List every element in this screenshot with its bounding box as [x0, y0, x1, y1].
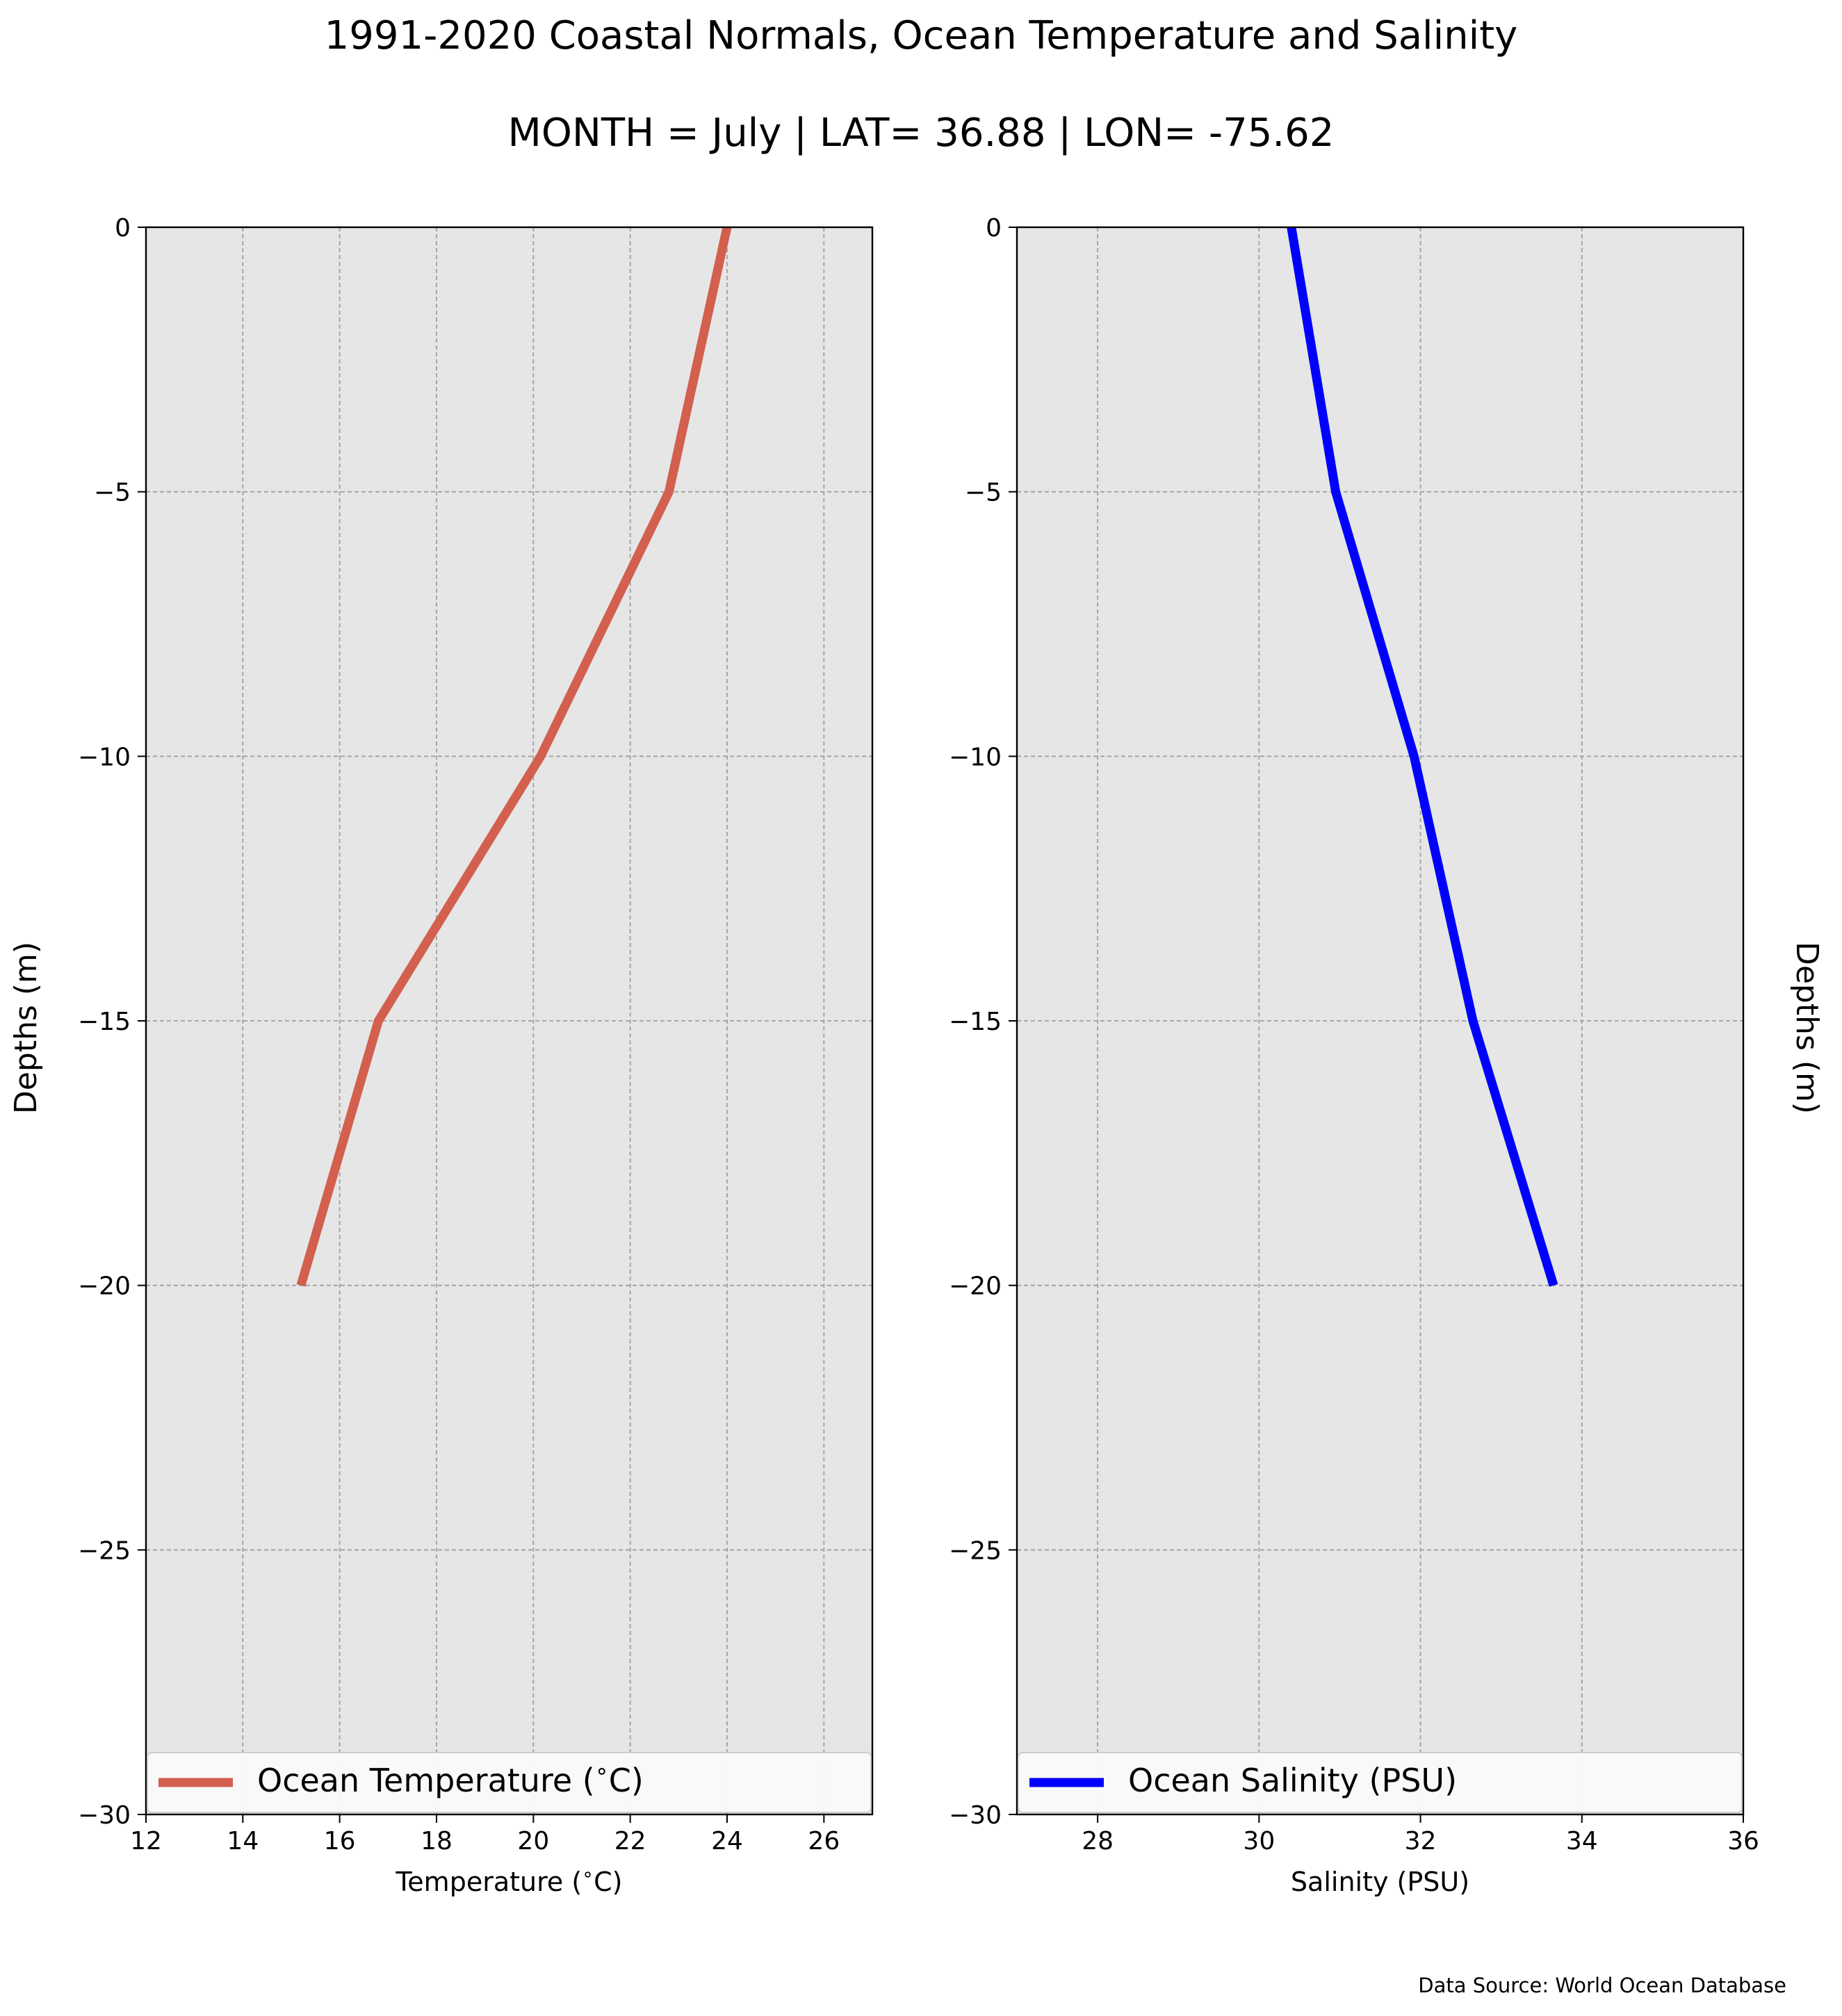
y-tick-label: 0 — [986, 214, 1002, 243]
salinity-chart: 28 30 32 34 36 0 −5 −10 −15 −20 −25 −30 Ocean Salini… — [949, 214, 1825, 1897]
x-tick-label: 28 — [1082, 1827, 1114, 1855]
y-tick-label: −25 — [78, 1536, 131, 1565]
x-axis-label: Salinity (PSU) — [1291, 1867, 1469, 1897]
y-tick-label: −30 — [949, 1801, 1002, 1830]
legend-box — [1018, 1752, 1743, 1813]
series-line — [296, 226, 732, 1287]
x-tick-label: 22 — [614, 1827, 646, 1855]
x-tick-label: 14 — [227, 1827, 259, 1855]
y-tick-label: −10 — [949, 743, 1002, 771]
x-tick-label: 20 — [517, 1827, 549, 1855]
x-axis-label: Temperature (∘C) — [396, 1864, 623, 1898]
x-tick-label: 34 — [1566, 1827, 1598, 1855]
y-axis-label: Depths (m) — [8, 942, 44, 1114]
legend: Ocean Salinity (PSU) — [1018, 1752, 1743, 1813]
y-tick-label: −30 — [78, 1801, 131, 1830]
y-tick-label: −10 — [78, 743, 131, 771]
y-tick-label: −20 — [949, 1272, 1002, 1301]
figure-title: 1991-2020 Coastal Normals, Ocean Tempera… — [325, 13, 1518, 58]
y-axis-label: Depths (m) — [1789, 942, 1825, 1114]
x-tick-label: 16 — [324, 1827, 356, 1855]
data-source-note: Data Source: World Ocean Database — [1418, 1974, 1786, 1997]
axes-frame — [145, 226, 874, 1816]
y-tick-label: −15 — [949, 1008, 1002, 1036]
y-tick-label: −5 — [94, 479, 131, 507]
y-tick-label: 0 — [115, 214, 131, 243]
axes-frame — [1016, 226, 1745, 1816]
x-tick-label: 24 — [711, 1827, 743, 1855]
legend-label: Ocean Temperature (∘C) — [257, 1757, 644, 1799]
legend-label: Ocean Salinity (PSU) — [1128, 1762, 1457, 1799]
x-tick-label: 12 — [130, 1827, 162, 1855]
legend: Ocean Temperature (∘C) — [147, 1752, 872, 1813]
x-tick-label: 30 — [1243, 1827, 1275, 1855]
x-tick-label: 36 — [1727, 1827, 1759, 1855]
temperature-chart: 12 14 16 18 20 22 24 26 0 −5 −10 −15 −20 −25 −30 Ocean … — [8, 214, 874, 1898]
y-tick-label: −15 — [78, 1008, 131, 1036]
x-tick-label: 32 — [1405, 1827, 1437, 1855]
x-tick-label: 26 — [808, 1827, 840, 1855]
series-line — [1287, 226, 1558, 1287]
y-tick-label: −25 — [949, 1536, 1002, 1565]
figure-subtitle: MONTH = July | LAT= 36.88 | LON= -75.62 — [508, 110, 1335, 156]
y-tick-label: −5 — [965, 479, 1002, 507]
legend-box — [147, 1752, 872, 1813]
y-tick-label: −20 — [78, 1272, 131, 1301]
x-tick-label: 18 — [421, 1827, 453, 1855]
